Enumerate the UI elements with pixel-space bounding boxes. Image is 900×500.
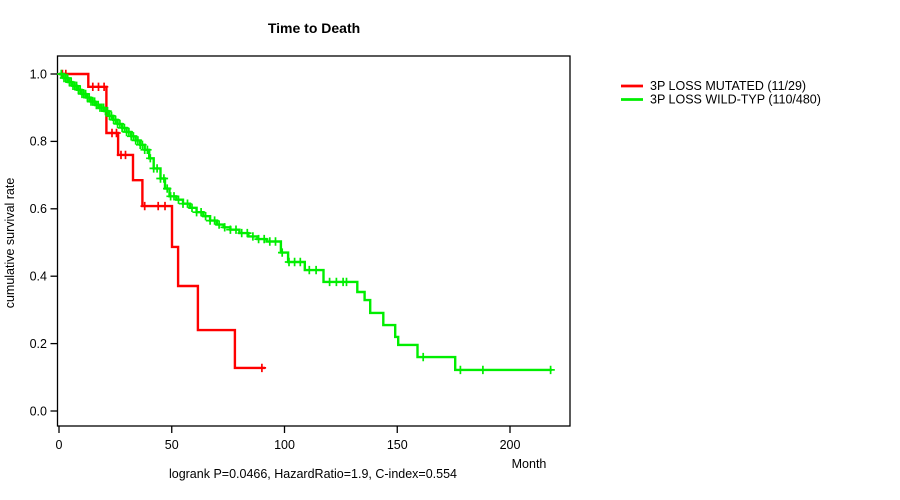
y-tick-label: 0.6 xyxy=(30,202,47,216)
y-tick-label: 0.0 xyxy=(30,404,47,418)
x-tick-label: 100 xyxy=(274,438,295,452)
survival-curve-wildtype xyxy=(59,72,552,372)
x-tick-label: 150 xyxy=(387,438,408,452)
x-tick-label: 200 xyxy=(500,438,521,452)
legend: 3P LOSS MUTATED (11/29) 3P LOSS WILD-TYP… xyxy=(621,79,821,107)
y-axis-label: cumulative survival rate xyxy=(3,178,17,309)
x-tick-label: 0 xyxy=(56,438,63,452)
plot-box xyxy=(56,55,571,427)
censor-marks-mutated xyxy=(58,69,267,373)
survival-curve-mutated xyxy=(59,72,266,370)
y-tick-label: 0.8 xyxy=(30,135,47,149)
censor-marks-wildtype xyxy=(57,69,555,375)
x-axis-label: Month xyxy=(512,457,547,471)
legend-label-wildtype: 3P LOSS WILD-TYP (110/480) xyxy=(650,93,821,107)
y-tick-label: 0.4 xyxy=(30,270,47,284)
chart-title: Time to Death xyxy=(268,20,360,36)
x-tick-label: 50 xyxy=(165,438,179,452)
y-tick-label: 0.2 xyxy=(30,337,47,351)
chart-layers: 0 50 100 150 200 0.0 0.2 0.4 0.6 0.8 1.0 xyxy=(30,55,571,452)
y-tick-label: 1.0 xyxy=(30,67,47,81)
stats-footnote: logrank P=0.0466, HazardRatio=1.9, C-ind… xyxy=(169,467,457,481)
legend-label-mutated: 3P LOSS MUTATED (11/29) xyxy=(650,79,806,93)
